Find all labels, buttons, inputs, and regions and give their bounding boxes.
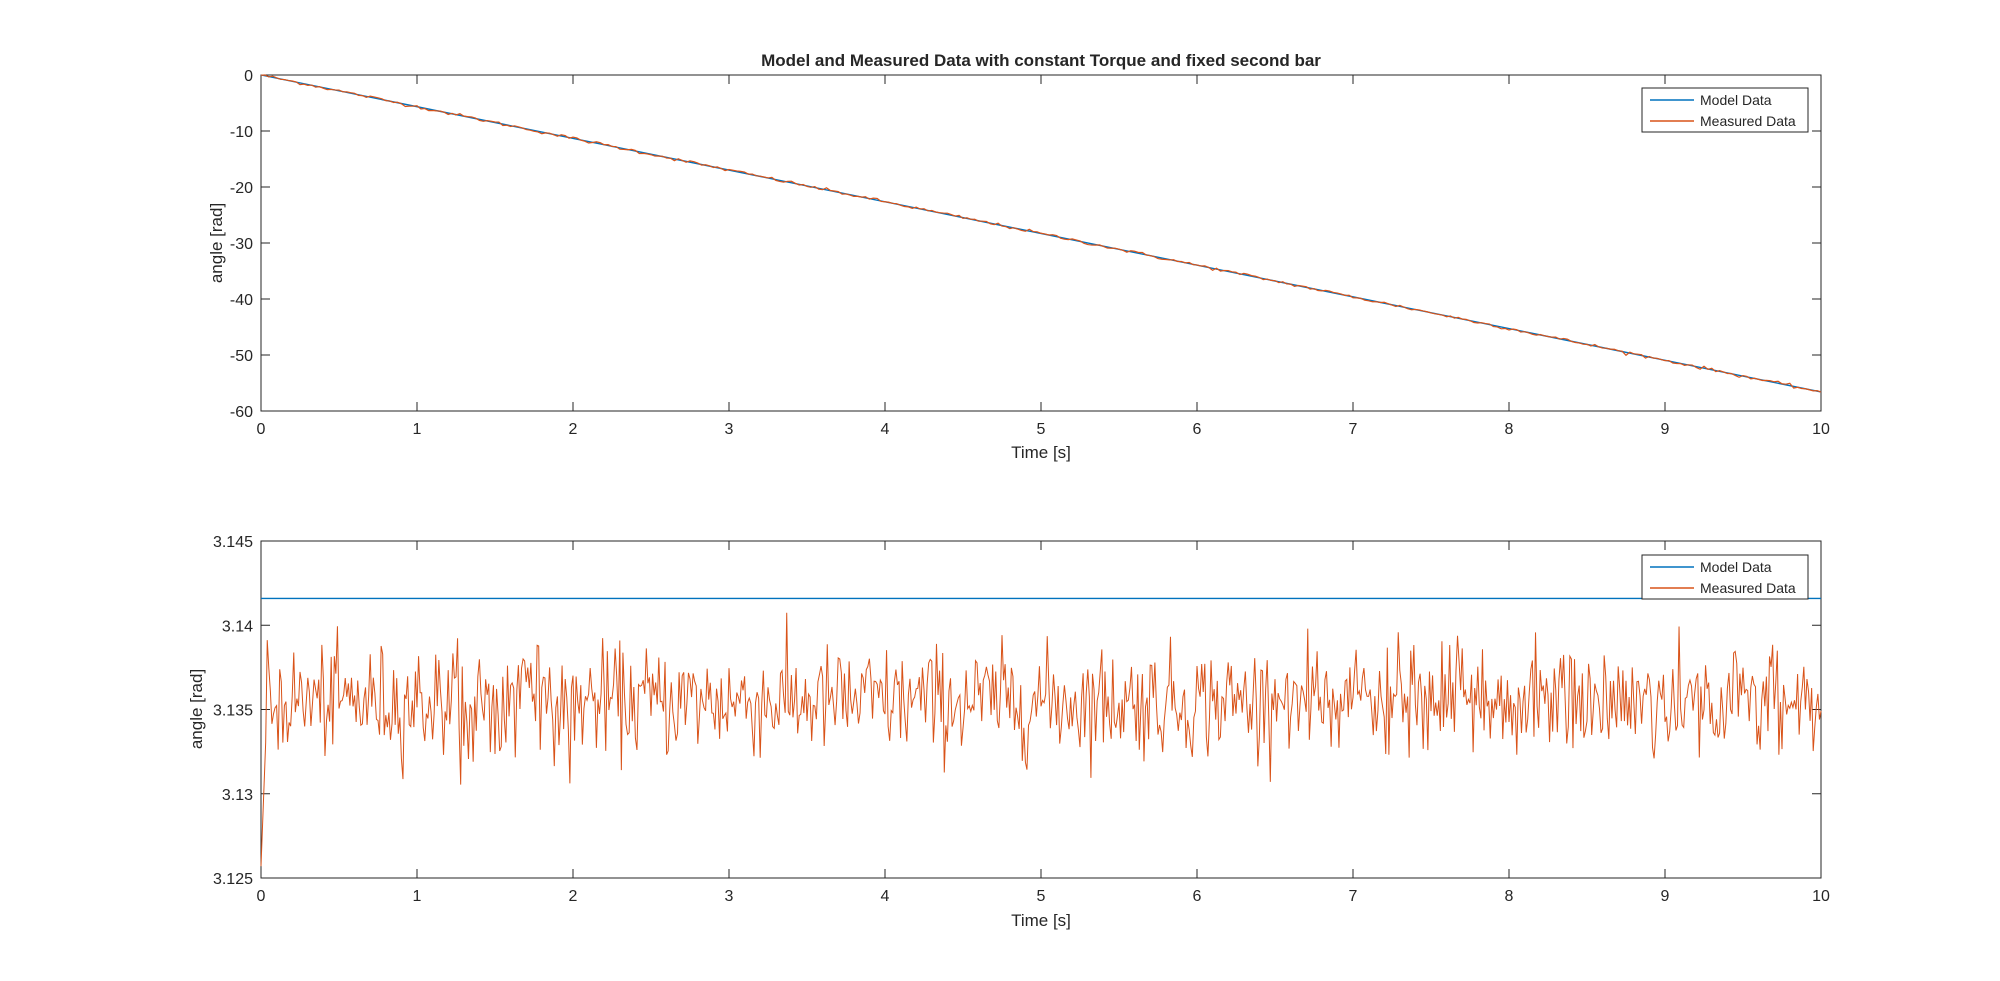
top-axes: Model and Measured Data with constant To…: [207, 51, 1830, 462]
x-tick-label: 5: [1037, 421, 1046, 438]
chart-title: Model and Measured Data with constant To…: [761, 51, 1321, 70]
y-tick-label: 3.135: [213, 703, 253, 720]
y-axis-label: angle [rad]: [207, 203, 226, 283]
x-tick-label: 8: [1505, 421, 1514, 438]
y-tick-label: -50: [230, 348, 253, 365]
x-tick-label: 3: [725, 421, 734, 438]
legend-label-model: Model Data: [1700, 559, 1772, 575]
y-tick-label: -10: [230, 124, 253, 141]
y-tick-label: 3.145: [213, 534, 253, 551]
legend-box: [1641, 87, 1809, 133]
x-tick-label: 3: [725, 888, 734, 905]
x-tick-label: 0: [257, 421, 266, 438]
legend-box: [1641, 554, 1809, 600]
legend-label-measured: Measured Data: [1700, 580, 1796, 596]
y-tick-label: 3.13: [222, 787, 253, 804]
x-axis-label: Time [s]: [1011, 443, 1071, 462]
x-tick-label: 8: [1505, 888, 1514, 905]
y-tick-label: -60: [230, 404, 253, 421]
x-tick-label: 5: [1037, 888, 1046, 905]
x-tick-label: 9: [1661, 888, 1670, 905]
legend: Model Data Measured Data: [1641, 554, 1809, 600]
x-tick-label: 7: [1349, 421, 1358, 438]
x-tick-label: 2: [569, 421, 578, 438]
y-tick-label: 0: [244, 68, 253, 85]
ticks: 0 1 2 3 4 5 6 7 8 9 10 0 -10 -20 -30 -40 -50 -60: [230, 68, 1830, 438]
plot-area: [260, 540, 1822, 879]
x-tick-label: 2: [569, 888, 578, 905]
x-tick-label: 10: [1812, 421, 1830, 438]
legend-label-measured: Measured Data: [1700, 113, 1796, 129]
x-tick-label: 6: [1193, 421, 1202, 438]
measured-data-line: [260, 612, 1822, 867]
x-tick-label: 7: [1349, 888, 1358, 905]
bottom-axes: 0 1 2 3 4 5 6 7 8 9 10 3.145 3.14 3.135 3.13 3.125 Time…: [187, 534, 1830, 930]
y-axis-label: angle [rad]: [187, 669, 206, 749]
y-tick-label: -30: [230, 236, 253, 253]
measured-data-line: [260, 74, 1822, 393]
x-tick-label: 4: [881, 888, 890, 905]
plot-area: [260, 74, 1822, 412]
y-tick-label: 3.14: [222, 618, 253, 635]
legend-label-model: Model Data: [1700, 92, 1772, 108]
y-tick-label: -40: [230, 292, 253, 309]
x-tick-label: 6: [1193, 888, 1202, 905]
x-tick-label: 4: [881, 421, 890, 438]
x-axis-label: Time [s]: [1011, 911, 1071, 930]
x-tick-label: 9: [1661, 421, 1670, 438]
legend: Model Data Measured Data: [1641, 87, 1809, 133]
y-tick-label: 3.125: [213, 871, 253, 888]
y-tick-label: -20: [230, 180, 253, 197]
ticks: 0 1 2 3 4 5 6 7 8 9 10 3.145 3.14 3.135 3.13 3.125: [213, 534, 1830, 905]
x-tick-label: 10: [1812, 888, 1830, 905]
x-tick-label: 1: [413, 888, 422, 905]
x-tick-label: 1: [413, 421, 422, 438]
x-tick-label: 0: [257, 888, 266, 905]
